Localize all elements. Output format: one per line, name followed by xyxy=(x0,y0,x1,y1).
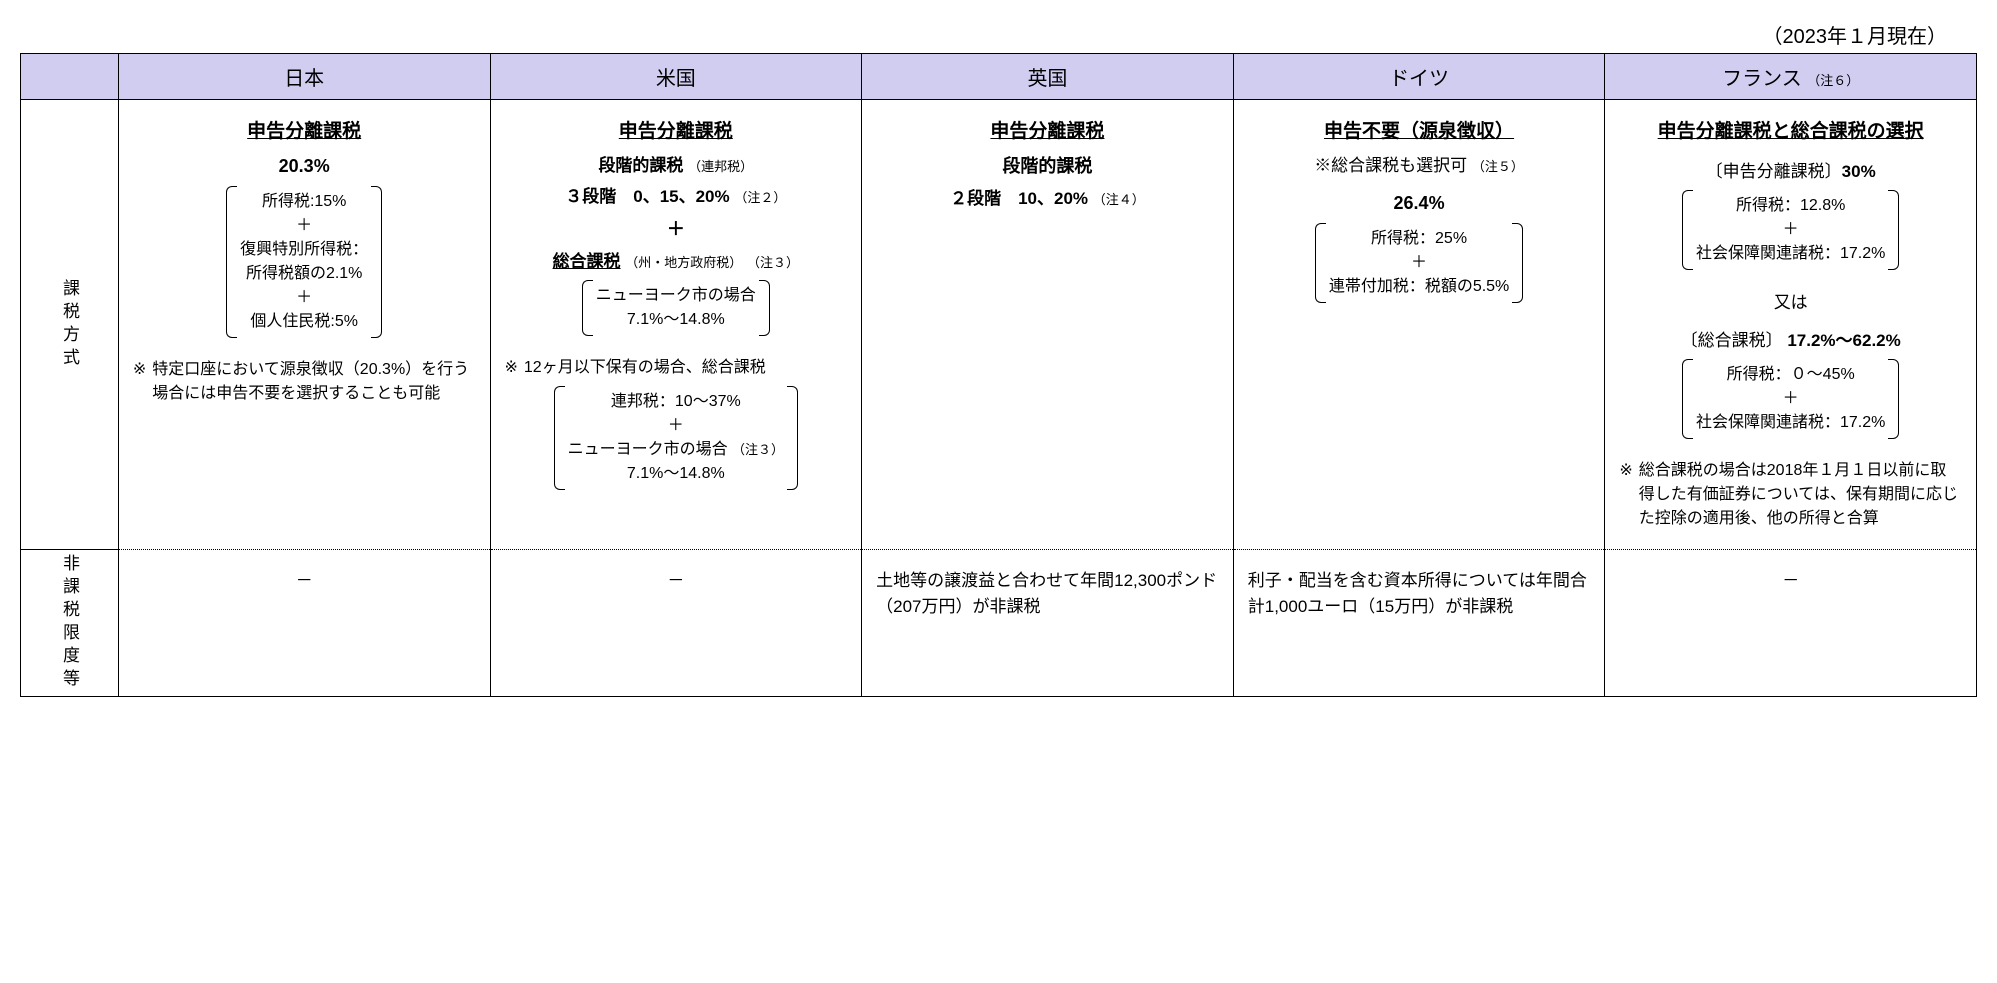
row-label-exempt: 非課税限度等 xyxy=(21,550,119,697)
us-plus1: ＋ xyxy=(505,216,848,243)
fr-opt1-rate: 30% xyxy=(1842,162,1876,181)
fr-opt1-label: 〔申告分離課税〕 xyxy=(1706,162,1842,181)
fr-note-body: 総合課税の場合は2018年１月１日以前に取得した有価証券については、保有期間に応… xyxy=(1639,459,1962,531)
de-rate: 26.4% xyxy=(1248,190,1591,217)
fr-opt1-box: 所得税：12.8% ＋ 社会保障関連諸税：17.2% xyxy=(1682,190,1899,270)
us-box2-l2-note: （注３） xyxy=(732,442,784,457)
header-france-label: フランス xyxy=(1722,68,1802,90)
us-box1: ニューヨーク市の場合 7.1%～14.8% xyxy=(582,280,770,336)
cell-france-method: 申告分離課税と総合課税の選択 〔申告分離課税〕30% 所得税：12.8% ＋ 社… xyxy=(1605,100,1977,550)
us-h2-note: （州・地方政府税） xyxy=(625,255,742,270)
corner-cell xyxy=(21,54,119,100)
us-box2-plus: ＋ xyxy=(568,414,784,438)
de-heading: 申告不要（源泉徴収） xyxy=(1248,118,1591,147)
uk-heading: 申告分離課税 xyxy=(876,118,1219,147)
japan-box-l1: 所得税:15% xyxy=(240,190,368,214)
tax-comparison-table: 日本 米国 英国 ドイツ フランス （注６） 課税方式 申告分離課税 20.3%… xyxy=(20,53,1977,697)
japan-box-l3: 個人住民税:5% xyxy=(240,310,368,334)
fr-opt1-label-wrap: 〔申告分離課税〕30% xyxy=(1619,159,1962,185)
cell-us-method: 申告分離課税 段階的課税 （連邦税） ３段階 0、15、20% （注２） ＋ 総… xyxy=(490,100,862,550)
cell-germany-method: 申告不要（源泉徴収） ※総合課税も選択可 （注５） 26.4% 所得税：25% … xyxy=(1233,100,1605,550)
cell-us-exempt: － xyxy=(490,550,862,697)
us-sub1-wrap: 段階的課税 （連邦税） xyxy=(505,153,848,179)
us-box2: 連邦税：10～37% ＋ ニューヨーク市の場合 （注３） 7.1%～14.8% xyxy=(554,386,798,490)
us-sub1-note: （連邦税） xyxy=(688,159,753,174)
japan-box-l2b: 所得税額の2.1% xyxy=(240,262,368,286)
de-box-l2: 連帯付加税：税額の5.5% xyxy=(1329,275,1509,299)
fr-opt2-label-wrap: 〔総合課税〕 17.2%～62.2% xyxy=(1619,328,1962,354)
fr-note: ※ 総合課税の場合は2018年１月１日以前に取得した有価証券については、保有期間… xyxy=(1619,459,1962,531)
japan-plus2: ＋ xyxy=(240,286,368,310)
uk-line1-wrap: ２段階 10、20% （注４） xyxy=(876,186,1219,212)
us-line1-note: （注２） xyxy=(734,190,786,205)
de-subnote: ※総合課税も選択可 xyxy=(1314,156,1467,175)
cell-germany-exempt: 利子・配当を含む資本所得については年間合計1,000ユーロ（15万円）が非課税 xyxy=(1233,550,1605,697)
fr-opt2-rate: 17.2%～62.2% xyxy=(1787,331,1900,350)
de-plus: ＋ xyxy=(1329,251,1509,275)
cell-uk-method: 申告分離課税 段階的課税 ２段階 10、20% （注４） xyxy=(862,100,1234,550)
uk-line1: ２段階 10、20% xyxy=(950,189,1088,208)
cell-uk-exempt: 土地等の譲渡益と合わせて年間12,300ポンド（207万円）が非課税 xyxy=(862,550,1234,697)
fr-opt1-l1: 所得税：12.8% xyxy=(1696,194,1885,218)
us-note-mark: ※ xyxy=(505,356,518,380)
us-line1: ３段階 0、15、20% xyxy=(565,187,729,206)
de-box-l1: 所得税：25% xyxy=(1329,227,1509,251)
cell-japan-exempt: － xyxy=(118,550,490,697)
japan-note: ※ 特定口座において源泉徴収（20.3%）を行う場合には申告不要を選択することも… xyxy=(133,358,476,406)
fr-heading: 申告分離課税と総合課税の選択 xyxy=(1619,118,1962,147)
fr-opt2-label: 〔総合課税〕 xyxy=(1681,331,1783,350)
fr-opt2-box: 所得税：０～45% ＋ 社会保障関連諸税：17.2% xyxy=(1682,359,1899,439)
us-sub1: 段階的課税 xyxy=(598,156,683,175)
us-box2-l1: 連邦税：10～37% xyxy=(568,390,784,414)
japan-note-mark: ※ xyxy=(133,358,146,406)
header-germany: ドイツ xyxy=(1233,54,1605,100)
fr-opt1-l2: 社会保障関連諸税：17.2% xyxy=(1696,242,1885,266)
de-box: 所得税：25% ＋ 連帯付加税：税額の5.5% xyxy=(1315,223,1523,303)
header-uk: 英国 xyxy=(862,54,1234,100)
fr-opt1-plus: ＋ xyxy=(1696,218,1885,242)
date-note: （2023年１月現在） xyxy=(20,20,1977,49)
us-heading1: 申告分離課税 xyxy=(505,118,848,147)
japan-note-body: 特定口座において源泉徴収（20.3%）を行う場合には申告不要を選択することも可能 xyxy=(152,358,475,406)
fr-or: 又は xyxy=(1619,290,1962,316)
us-heading2-wrap: 総合課税 （州・地方政府税） （注３） xyxy=(505,249,848,275)
japan-breakdown-box: 所得税:15% ＋ 復興特別所得税： 所得税額の2.1% ＋ 個人住民税:5% xyxy=(226,186,382,338)
fr-opt2-plus: ＋ xyxy=(1696,387,1885,411)
japan-rate: 20.3% xyxy=(133,153,476,180)
header-france: フランス （注６） xyxy=(1605,54,1977,100)
us-box2-l2: ニューヨーク市の場合 xyxy=(568,441,728,458)
us-note: ※ 12ヶ月以下保有の場合、総合課税 xyxy=(505,356,848,380)
cell-japan-method: 申告分離課税 20.3% 所得税:15% ＋ 復興特別所得税： 所得税額の2.1… xyxy=(118,100,490,550)
header-japan: 日本 xyxy=(118,54,490,100)
uk-sub1: 段階的課税 xyxy=(876,153,1219,180)
header-us: 米国 xyxy=(490,54,862,100)
us-heading2: 総合課税 xyxy=(553,252,621,271)
us-box2-l2-wrap: ニューヨーク市の場合 （注３） xyxy=(568,438,784,462)
us-h2-note2: （注３） xyxy=(747,255,799,270)
de-subnote-wrap: ※総合課税も選択可 （注５） xyxy=(1248,153,1591,179)
us-box1-l2: 7.1%～14.8% xyxy=(596,308,756,332)
uk-line1-note: （注４） xyxy=(1093,192,1145,207)
row-label-method: 課税方式 xyxy=(21,100,119,550)
japan-plus1: ＋ xyxy=(240,214,368,238)
fr-note-mark: ※ xyxy=(1619,459,1632,531)
us-box2-l3: 7.1%～14.8% xyxy=(568,462,784,486)
header-france-note: （注６） xyxy=(1807,73,1859,88)
japan-heading: 申告分離課税 xyxy=(133,118,476,147)
fr-opt2-l1: 所得税：０～45% xyxy=(1696,363,1885,387)
de-subnote-ref: （注５） xyxy=(1472,159,1524,174)
us-box1-l1: ニューヨーク市の場合 xyxy=(596,284,756,308)
cell-france-exempt: － xyxy=(1605,550,1977,697)
japan-box-l2a: 復興特別所得税： xyxy=(240,238,368,262)
fr-opt2-l2: 社会保障関連諸税：17.2% xyxy=(1696,411,1885,435)
us-line1-wrap: ３段階 0、15、20% （注２） xyxy=(505,184,848,210)
us-note-body: 12ヶ月以下保有の場合、総合課税 xyxy=(524,356,847,380)
